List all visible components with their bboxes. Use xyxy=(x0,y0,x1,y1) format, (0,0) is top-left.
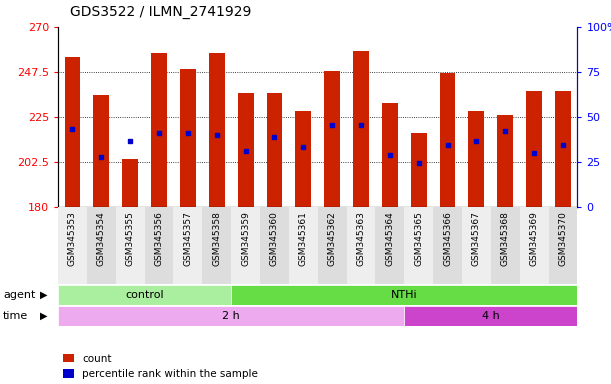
Bar xyxy=(202,207,231,284)
Text: GDS3522 / ILMN_2741929: GDS3522 / ILMN_2741929 xyxy=(70,5,252,19)
Bar xyxy=(469,111,485,207)
Bar xyxy=(58,285,231,305)
Bar xyxy=(382,103,398,207)
Text: NTHi: NTHi xyxy=(391,290,417,300)
Bar xyxy=(180,69,196,207)
Bar xyxy=(174,207,202,284)
Bar xyxy=(433,207,462,284)
Bar xyxy=(526,91,542,207)
Text: GSM345369: GSM345369 xyxy=(530,211,539,266)
Text: ▶: ▶ xyxy=(40,311,47,321)
Text: control: control xyxy=(125,290,164,300)
Bar xyxy=(491,207,520,284)
Bar xyxy=(549,207,577,284)
Bar xyxy=(58,306,404,326)
Bar xyxy=(145,207,174,284)
Text: GSM345358: GSM345358 xyxy=(212,211,221,266)
Text: GSM345355: GSM345355 xyxy=(126,211,134,266)
Text: GSM345363: GSM345363 xyxy=(356,211,365,266)
Text: GSM345368: GSM345368 xyxy=(501,211,510,266)
Text: GSM345362: GSM345362 xyxy=(327,211,337,266)
Bar xyxy=(324,71,340,207)
Bar xyxy=(555,91,571,207)
Bar xyxy=(65,57,81,207)
Text: GSM345365: GSM345365 xyxy=(414,211,423,266)
Bar xyxy=(266,93,282,207)
Bar xyxy=(231,285,577,305)
Text: GSM345361: GSM345361 xyxy=(299,211,308,266)
Text: GSM345354: GSM345354 xyxy=(97,211,106,266)
Bar xyxy=(318,207,346,284)
Bar xyxy=(497,115,513,207)
Bar xyxy=(238,93,254,207)
Bar xyxy=(209,53,225,207)
Text: GSM345367: GSM345367 xyxy=(472,211,481,266)
Bar xyxy=(404,306,577,326)
Text: time: time xyxy=(3,311,28,321)
Bar xyxy=(411,133,426,207)
Bar xyxy=(58,207,87,284)
Bar xyxy=(295,111,311,207)
Bar xyxy=(260,207,289,284)
Bar xyxy=(151,53,167,207)
Text: GSM345366: GSM345366 xyxy=(443,211,452,266)
Bar xyxy=(289,207,318,284)
Text: GSM345356: GSM345356 xyxy=(155,211,164,266)
Bar xyxy=(353,51,369,207)
Text: 2 h: 2 h xyxy=(222,311,240,321)
Text: GSM345357: GSM345357 xyxy=(183,211,192,266)
Bar xyxy=(404,207,433,284)
Bar xyxy=(93,95,109,207)
Text: GSM345364: GSM345364 xyxy=(386,211,394,266)
Text: GSM345359: GSM345359 xyxy=(241,211,250,266)
Bar xyxy=(87,207,115,284)
Text: ▶: ▶ xyxy=(40,290,47,300)
Bar xyxy=(231,207,260,284)
Bar xyxy=(346,207,375,284)
Bar xyxy=(115,207,145,284)
Text: GSM345353: GSM345353 xyxy=(68,211,77,266)
Bar xyxy=(462,207,491,284)
Bar xyxy=(440,73,455,207)
Text: agent: agent xyxy=(3,290,35,300)
Legend: count, percentile rank within the sample: count, percentile rank within the sample xyxy=(64,354,258,379)
Text: GSM345360: GSM345360 xyxy=(270,211,279,266)
Text: GSM345370: GSM345370 xyxy=(558,211,568,266)
Bar xyxy=(122,159,138,207)
Text: 4 h: 4 h xyxy=(482,311,500,321)
Bar xyxy=(375,207,404,284)
Bar xyxy=(520,207,549,284)
